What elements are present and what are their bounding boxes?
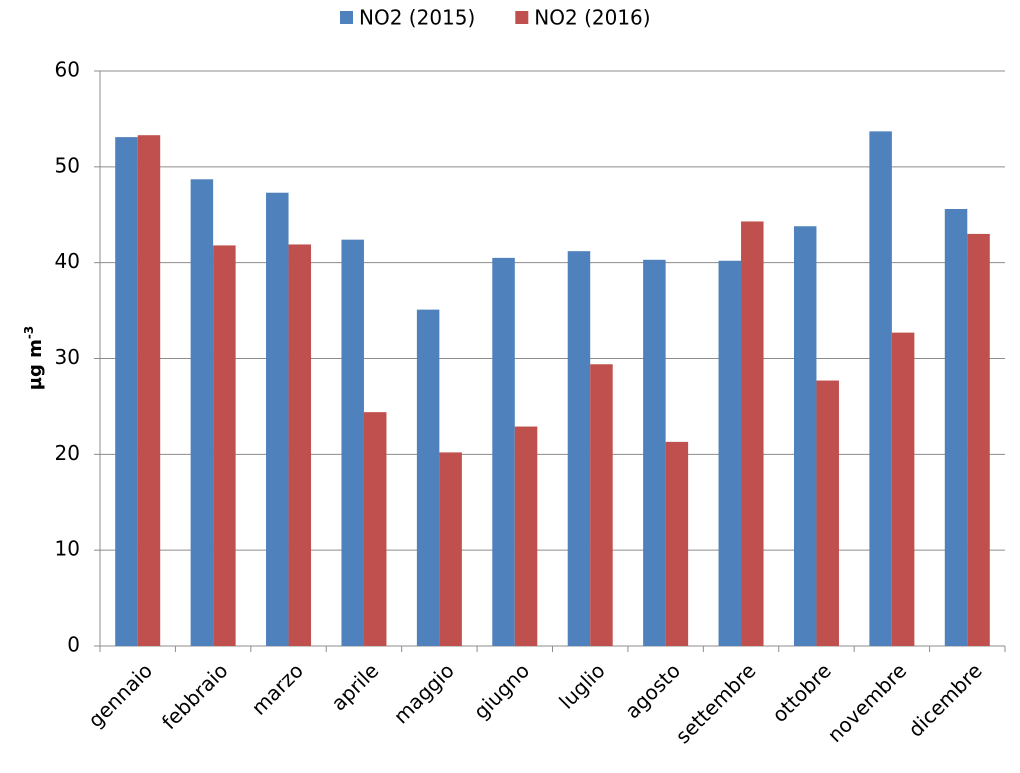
x-tick-label: settembre <box>671 658 761 748</box>
legend-label: NO2 (2016) <box>534 6 650 30</box>
bar <box>891 332 915 646</box>
bar <box>266 192 289 647</box>
bar <box>567 251 591 646</box>
y-tick-label: 50 <box>55 153 80 177</box>
x-tick-label: gennaio <box>83 658 157 732</box>
bar <box>816 380 839 646</box>
y-axis-label: µg m-3 <box>22 326 47 391</box>
bar <box>718 260 742 646</box>
x-tick-label: marzo <box>247 658 308 719</box>
y-tick-label: 20 <box>55 441 80 465</box>
x-tick-label: dicembre <box>903 658 986 741</box>
bar <box>439 452 462 646</box>
y-tick-label: 10 <box>55 537 80 561</box>
y-tick-label: 60 <box>55 58 80 82</box>
bar <box>115 137 138 646</box>
x-tick-label: agosto <box>620 658 685 723</box>
bar <box>190 179 214 646</box>
bar <box>341 239 364 646</box>
bar <box>288 244 312 647</box>
bar <box>213 245 236 646</box>
y-label-base: µg m <box>25 339 46 390</box>
x-tick-label: novembre <box>823 658 912 747</box>
bar <box>492 257 515 646</box>
bar <box>363 412 387 646</box>
bar <box>665 441 689 646</box>
y-tick-label: 0 <box>67 633 80 657</box>
legend-label: NO2 (2015) <box>359 6 475 30</box>
x-tick-label: luglio <box>554 658 609 713</box>
bar <box>416 309 440 646</box>
x-tick-label: giugno <box>469 658 534 723</box>
bar <box>643 259 666 646</box>
legend-swatch <box>515 11 529 24</box>
y-tick-label: 40 <box>55 249 80 273</box>
x-tick-label: ottobre <box>767 658 836 727</box>
bar <box>944 209 968 646</box>
bar <box>741 221 764 647</box>
legend-swatch <box>340 11 353 24</box>
x-tick-label: maggio <box>389 658 459 728</box>
x-tick-label: febbraio <box>157 658 233 734</box>
bar <box>869 131 892 646</box>
bar <box>793 226 817 646</box>
bar <box>967 233 990 646</box>
y-tick-label: 30 <box>55 345 80 369</box>
bar <box>590 364 613 646</box>
bar <box>137 135 161 647</box>
bar <box>514 426 538 646</box>
y-label-superscript: -3 <box>22 326 36 339</box>
x-tick-label: aprile <box>326 658 383 715</box>
